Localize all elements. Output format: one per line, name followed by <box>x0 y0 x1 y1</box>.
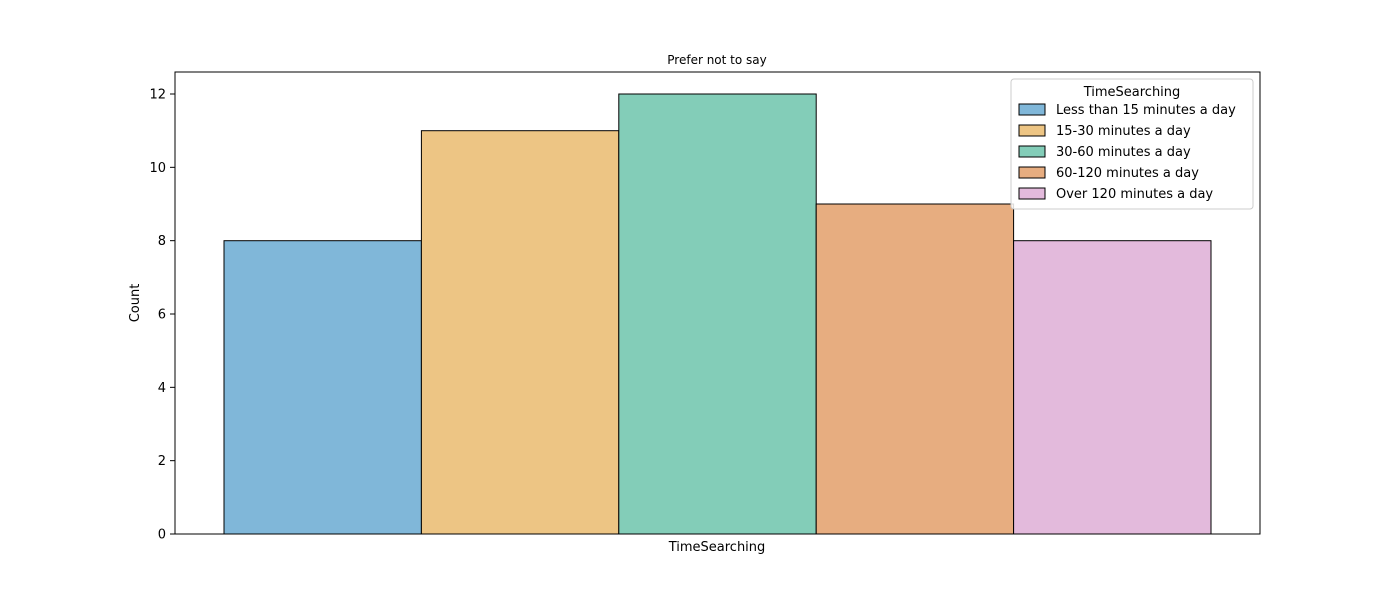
legend: TimeSearching Less than 15 minutes a day… <box>1010 78 1254 210</box>
legend-swatch-4 <box>1018 166 1046 179</box>
y-tick-label: 0 <box>158 528 166 543</box>
legend-label-1: Less than 15 minutes a day <box>1056 103 1236 118</box>
bar-2 <box>420 130 620 535</box>
legend-swatch-3 <box>1018 145 1046 158</box>
y-tick-label: 4 <box>158 381 166 396</box>
legend-label-4: 60-120 minutes a day <box>1056 166 1199 181</box>
bar-1 <box>223 240 422 535</box>
legend-swatch-5 <box>1018 187 1046 200</box>
y-tick-label: 12 <box>149 88 166 103</box>
legend-swatch-2 <box>1018 124 1046 137</box>
y-tick-label: 8 <box>158 234 166 249</box>
legend-title: TimeSearching <box>1083 85 1181 100</box>
plot-frame <box>174 71 1261 535</box>
legend-label-5: Over 120 minutes a day <box>1056 187 1213 202</box>
legend-items: Less than 15 minutes a day 15-30 minutes … <box>1018 103 1236 202</box>
y-tick-label: 10 <box>149 161 166 176</box>
chart-title: Prefer not to say <box>667 53 766 67</box>
y-axis: 0 2 4 6 8 10 12 <box>149 88 175 543</box>
bars-group <box>223 93 1212 535</box>
bar-4 <box>815 203 1015 535</box>
x-axis-label: TimeSearching <box>668 540 766 555</box>
bar-3 <box>618 93 817 535</box>
legend-label-2: 15-30 minutes a day <box>1056 124 1191 139</box>
legend-swatch-1 <box>1018 103 1046 116</box>
bar-5 <box>1013 240 1212 535</box>
legend-label-3: 30-60 minutes a day <box>1056 145 1191 160</box>
y-axis-label: Count <box>128 284 143 323</box>
y-tick-label: 6 <box>158 308 166 323</box>
y-tick-label: 2 <box>158 454 166 469</box>
legend-frame <box>1010 78 1254 210</box>
